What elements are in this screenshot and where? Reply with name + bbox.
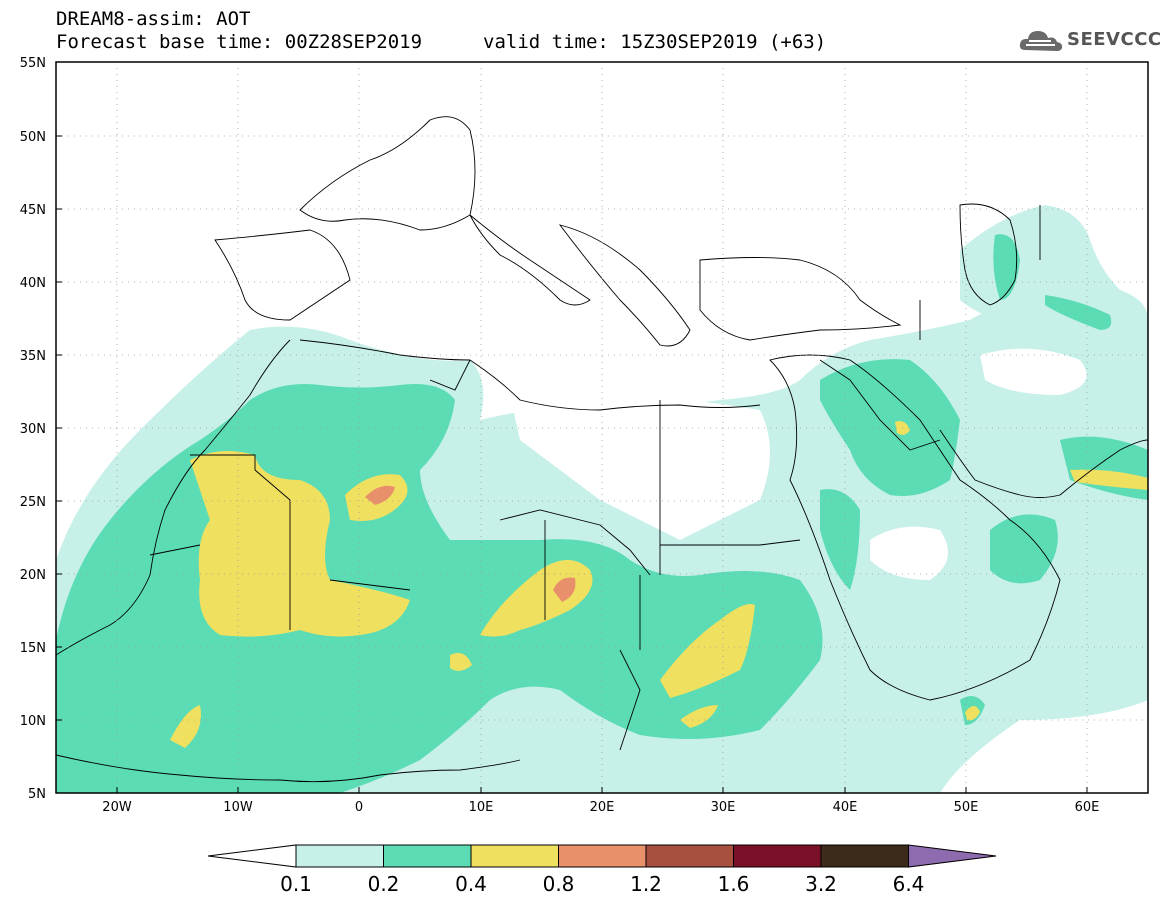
aot-contours bbox=[56, 205, 1148, 793]
logo-text: SEEVCCC bbox=[1067, 29, 1162, 50]
lat-label: 50N bbox=[20, 130, 46, 145]
lon-label: 10E bbox=[469, 800, 494, 815]
lon-label: 60E bbox=[1075, 800, 1100, 815]
lat-label: 20N bbox=[20, 568, 46, 583]
lat-label: 55N bbox=[20, 56, 46, 71]
colorbar-high-arrow bbox=[908, 844, 997, 868]
colorbar-low-arrow bbox=[207, 844, 297, 868]
colorbar-label: 1.6 bbox=[718, 872, 750, 896]
coastlines bbox=[56, 116, 1148, 783]
colorbar-label: 0.1 bbox=[280, 872, 312, 896]
lon-label: 10W bbox=[223, 800, 253, 815]
colorbar-bin bbox=[383, 844, 472, 868]
colorbar-label: 0.4 bbox=[455, 872, 487, 896]
cloud-icon bbox=[1019, 31, 1063, 51]
lat-label: 5N bbox=[28, 787, 46, 802]
aot-level-0.2 bbox=[820, 489, 860, 590]
seevccc-logo: SEEVCCC bbox=[1017, 24, 1161, 58]
valid-time: valid time: 15Z30SEP2019 (+63) bbox=[483, 31, 827, 53]
axis-ticks bbox=[56, 61, 1088, 793]
forecast-base-time: Forecast base time: 00Z28SEP2019 bbox=[56, 31, 423, 53]
graticule bbox=[56, 62, 1148, 793]
colorbar-label: 6.4 bbox=[893, 872, 925, 896]
lat-label: 40N bbox=[20, 276, 46, 291]
lon-label: 50E bbox=[954, 800, 979, 815]
map-title: DREAM8-assim: AOT bbox=[56, 8, 251, 30]
aot-level-0.4 bbox=[965, 706, 980, 721]
aot-level-0.4 bbox=[680, 705, 718, 728]
aot-level-0.4 bbox=[170, 705, 201, 748]
colorbar-bin bbox=[470, 844, 559, 868]
lon-label: 0 bbox=[355, 800, 363, 815]
aot-level-0.2 bbox=[1045, 295, 1112, 330]
latitude-labels: 55N 50N 45N 40N 35N 30N 25N 20N 15N 10N … bbox=[20, 56, 46, 802]
colorbar-label: 1.2 bbox=[630, 872, 662, 896]
aot-level-0.2 bbox=[820, 359, 960, 496]
aot-level-0.2 bbox=[990, 514, 1058, 584]
lat-label: 15N bbox=[20, 641, 46, 656]
aot-level-0.4 bbox=[660, 604, 755, 698]
lat-label: 10N bbox=[20, 714, 46, 729]
colorbar-labels: 0.1 0.2 0.4 0.8 1.2 1.6 3.2 6.4 bbox=[280, 872, 924, 896]
colorbar-bin bbox=[558, 844, 647, 868]
colorbar-bin bbox=[295, 844, 384, 868]
aot-level-0.8 bbox=[365, 485, 395, 505]
lat-label: 45N bbox=[20, 203, 46, 218]
lon-label: 20W bbox=[102, 800, 132, 815]
lon-label: 30E bbox=[711, 800, 736, 815]
lon-label: 40E bbox=[833, 800, 858, 815]
aot-level-0.4 bbox=[1070, 469, 1148, 490]
colorbar-bin bbox=[733, 844, 822, 868]
colorbar-label: 0.2 bbox=[368, 872, 400, 896]
colorbar-bin bbox=[820, 844, 909, 868]
aot-level-0.4 bbox=[190, 451, 410, 637]
lon-label: 20E bbox=[590, 800, 615, 815]
colorbar-label: 0.8 bbox=[543, 872, 575, 896]
lat-label: 25N bbox=[20, 495, 46, 510]
lat-label: 30N bbox=[20, 422, 46, 437]
colorbar-bin bbox=[645, 844, 734, 868]
aot-level-0.4 bbox=[450, 652, 472, 671]
lat-label: 35N bbox=[20, 349, 46, 364]
longitude-labels: 20W 10W 0 10E 20E 30E 40E 50E 60E bbox=[102, 800, 1099, 815]
aot-level-0.8 bbox=[553, 577, 576, 602]
colorbar bbox=[207, 844, 997, 868]
colorbar-label: 3.2 bbox=[805, 872, 837, 896]
